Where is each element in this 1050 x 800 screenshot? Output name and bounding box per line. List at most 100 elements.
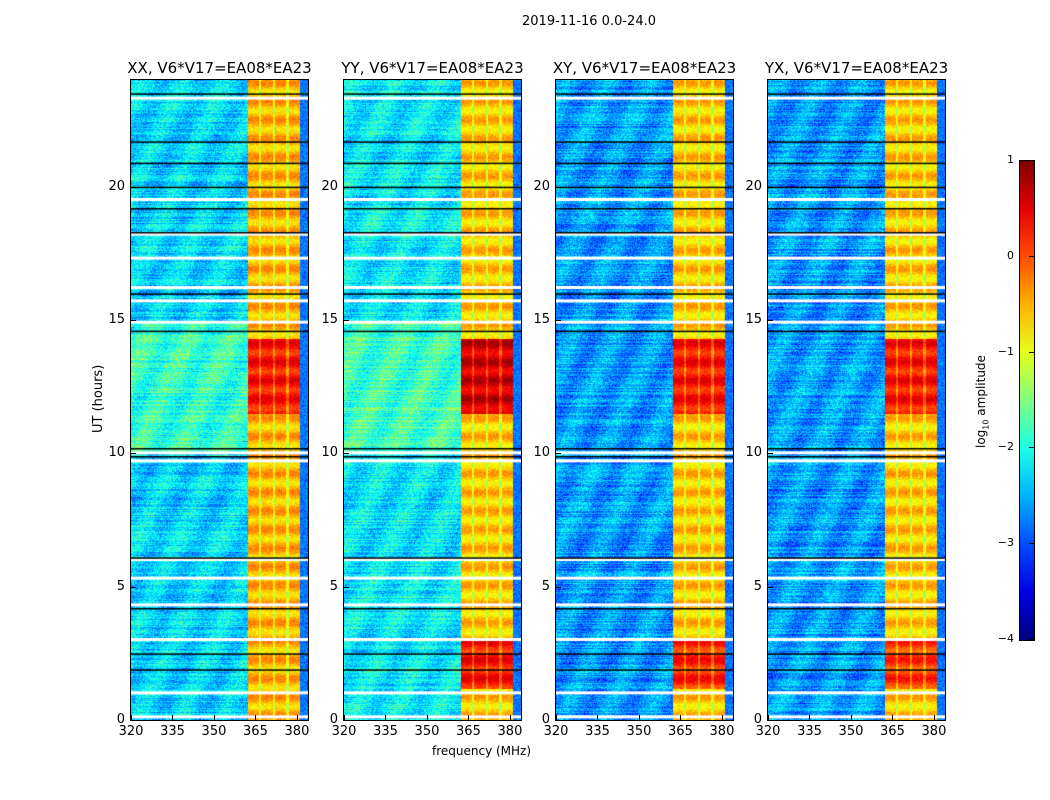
x-tick-mark — [768, 715, 769, 720]
x-tick-label: 335 — [797, 724, 822, 739]
y-tick-label: 5 — [329, 578, 338, 594]
y-tick-label: 0 — [329, 712, 338, 727]
x-tick-label: 320 — [755, 724, 781, 739]
x-tick-label: 365 — [243, 724, 268, 739]
y-tick-mark — [131, 720, 136, 721]
x-tick-label: 380 — [284, 724, 310, 739]
y-tick-mark — [768, 453, 773, 455]
y-tick-label: 20 — [745, 178, 762, 194]
figure-title: 2019-11-16 0.0-24.0 — [522, 14, 656, 29]
y-tick-label: 20 — [533, 178, 550, 194]
x-axis-label: frequency (MHz) — [432, 744, 532, 758]
y-tick-mark — [344, 453, 349, 455]
x-tick-mark — [385, 715, 387, 720]
x-tick-mark — [850, 715, 852, 720]
heatmap-panel-yy — [343, 79, 522, 721]
x-tick-label: 365 — [456, 724, 481, 739]
y-tick-mark — [131, 453, 136, 455]
y-tick-mark — [344, 320, 349, 321]
x-tick-mark — [597, 715, 599, 720]
y-tick-mark — [556, 186, 561, 188]
colorbar-label-rest: amplitude — [974, 355, 988, 420]
x-tick-mark — [426, 715, 428, 720]
x-tick-label: 365 — [668, 724, 693, 739]
y-tick-label: 5 — [116, 578, 125, 594]
y-axis-label: UT (hours) — [91, 364, 106, 433]
colorbar-tick-mark — [1029, 160, 1034, 161]
x-tick-mark — [721, 715, 723, 720]
x-tick-mark — [468, 715, 470, 720]
x-tick-mark — [680, 715, 682, 720]
y-tick-mark — [768, 186, 773, 188]
colorbar-tick-mark — [1029, 447, 1034, 449]
colorbar-tick-mark — [1029, 639, 1034, 640]
panel-title: XX, V6*V17=EA08*EA23 — [127, 59, 312, 77]
x-tick-label: 380 — [921, 724, 947, 739]
y-tick-mark — [768, 320, 773, 321]
x-tick-label: 350 — [414, 724, 440, 739]
x-tick-mark — [131, 715, 132, 720]
y-tick-mark — [131, 320, 136, 321]
x-tick-mark — [509, 715, 511, 720]
x-tick-label: 335 — [585, 724, 610, 739]
y-tick-label: 5 — [753, 578, 762, 594]
y-tick-mark — [131, 186, 136, 188]
x-tick-mark — [213, 715, 215, 720]
y-tick-mark — [556, 586, 561, 588]
x-tick-mark — [344, 715, 345, 720]
y-tick-mark — [344, 586, 349, 588]
y-tick-mark — [768, 720, 773, 721]
x-tick-label: 320 — [331, 724, 357, 739]
y-tick-label: 20 — [108, 178, 125, 194]
colorbar — [1019, 160, 1035, 641]
x-tick-mark — [255, 715, 257, 720]
y-tick-label: 15 — [745, 312, 762, 327]
x-tick-label: 350 — [201, 724, 227, 739]
colorbar-tick-label: −2 — [997, 440, 1014, 454]
x-tick-label: 335 — [160, 724, 185, 739]
y-tick-label: 10 — [745, 445, 762, 461]
y-tick-label: 0 — [541, 712, 550, 727]
colorbar-tick-label: −4 — [997, 632, 1014, 645]
x-tick-label: 320 — [118, 724, 144, 739]
y-tick-label: 15 — [108, 312, 125, 327]
panel-title: YX, V6*V17=EA08*EA23 — [764, 59, 949, 77]
colorbar-label-log: log — [974, 429, 988, 448]
x-tick-mark — [172, 715, 174, 720]
x-tick-mark — [892, 715, 894, 720]
y-tick-mark — [556, 320, 561, 321]
x-tick-mark — [638, 715, 640, 720]
y-tick-mark — [131, 586, 136, 588]
y-tick-label: 15 — [321, 312, 338, 327]
panel-title: XY, V6*V17=EA08*EA23 — [552, 59, 737, 77]
colorbar-tick-label: −3 — [997, 536, 1014, 550]
x-tick-label: 320 — [543, 724, 569, 739]
colorbar-tick-label: 1 — [1007, 153, 1014, 166]
y-tick-label: 20 — [321, 178, 338, 194]
x-tick-mark — [809, 715, 811, 720]
colorbar-label: log10 amplitude — [974, 355, 990, 448]
colorbar-label-sub: 10 — [981, 419, 991, 430]
y-tick-label: 10 — [321, 445, 338, 461]
heatmap-panel-xy — [555, 79, 734, 721]
x-tick-label: 365 — [880, 724, 905, 739]
y-tick-label: 10 — [108, 445, 125, 461]
y-tick-mark — [768, 586, 773, 588]
y-tick-label: 10 — [533, 445, 550, 461]
x-tick-label: 350 — [838, 724, 864, 739]
panel-title: YY, V6*V17=EA08*EA23 — [341, 59, 524, 77]
y-tick-label: 0 — [753, 712, 762, 727]
y-tick-mark — [344, 186, 349, 188]
colorbar-tick-mark — [1029, 351, 1034, 353]
x-tick-label: 380 — [497, 724, 523, 739]
y-tick-label: 5 — [541, 578, 550, 594]
heatmap-panel-yx — [767, 79, 946, 721]
y-tick-mark — [556, 720, 561, 721]
x-tick-mark — [556, 715, 557, 720]
y-tick-mark — [344, 720, 349, 721]
y-tick-label: 0 — [116, 712, 125, 727]
x-tick-label: 335 — [373, 724, 398, 739]
colorbar-tick-label: 0 — [1007, 248, 1014, 262]
x-tick-mark — [933, 715, 935, 720]
